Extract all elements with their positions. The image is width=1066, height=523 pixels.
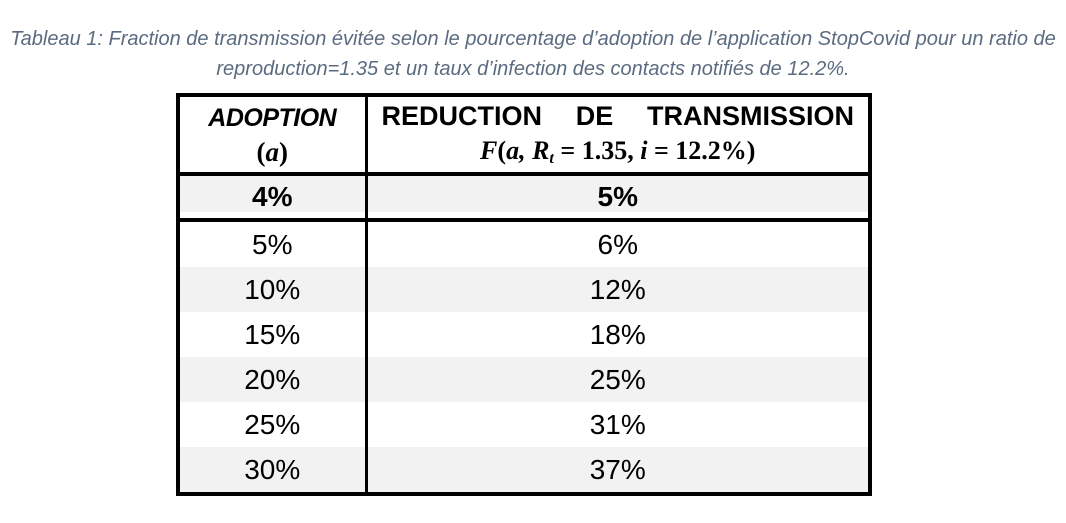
caption-line-1: Tableau 1: Fraction de transmission évit… bbox=[10, 28, 1056, 50]
paren-open: ( bbox=[256, 136, 266, 167]
header-row: ADOPTION (a) REDUCTION DE TRANSMISSION F… bbox=[178, 95, 870, 176]
adoption-header-label: ADOPTION bbox=[208, 103, 337, 132]
reduction-word-2: DE bbox=[575, 100, 614, 131]
adoption-cell: 30% bbox=[178, 447, 368, 494]
table-caption: Tableau 1: Fraction de transmission évit… bbox=[0, 24, 1066, 84]
adoption-cell: 10% bbox=[178, 267, 368, 312]
formula-i: i bbox=[640, 135, 648, 165]
formula-subscript-t: t bbox=[549, 149, 554, 167]
header-cell-adoption: ADOPTION (a) bbox=[178, 95, 368, 176]
table-row: 25% 31% bbox=[178, 402, 870, 447]
table-row: 10% 12% bbox=[178, 267, 870, 312]
formula-i-value: = 12.2%) bbox=[647, 135, 756, 165]
reduction-cell: 12% bbox=[366, 267, 870, 312]
header-cell-reduction: REDUCTION DE TRANSMISSION F(a, Rt = 1.35… bbox=[366, 95, 870, 176]
reduction-word-1: REDUCTION bbox=[381, 100, 543, 131]
table-row: 5% 6% bbox=[178, 220, 870, 267]
variable-a: a bbox=[265, 136, 280, 167]
reduction-cell: 6% bbox=[366, 220, 870, 267]
reduction-word-3: TRANSMISSION bbox=[646, 100, 854, 131]
adoption-cell: 4% bbox=[178, 174, 368, 222]
adoption-variable: (a) bbox=[180, 135, 365, 169]
reduction-cell: 37% bbox=[366, 447, 870, 494]
reduction-cell: 5% bbox=[366, 174, 870, 222]
table-row: 15% 18% bbox=[178, 312, 870, 357]
caption-line-2: reproduction=1.35 et un taux d’infection… bbox=[216, 58, 850, 80]
reduction-formula: F(a, Rt = 1.35, i = 12.2%) bbox=[368, 134, 869, 172]
formula-F: F bbox=[480, 135, 498, 165]
formula-lparen: ( bbox=[497, 135, 507, 165]
reduction-cell: 25% bbox=[366, 357, 870, 402]
paren-close: ) bbox=[279, 136, 288, 167]
adoption-cell: 20% bbox=[178, 357, 368, 402]
table-row: 20% 25% bbox=[178, 357, 870, 402]
adoption-reduction-table: ADOPTION (a) REDUCTION DE TRANSMISSION F… bbox=[176, 93, 872, 496]
reduction-cell: 31% bbox=[366, 402, 870, 447]
table-row: 4% 5% bbox=[178, 174, 870, 222]
adoption-cell: 15% bbox=[178, 312, 368, 357]
adoption-cell: 25% bbox=[178, 402, 368, 447]
reduction-header-label: REDUCTION DE TRANSMISSION bbox=[368, 98, 869, 134]
formula-a: a, bbox=[506, 135, 533, 165]
adoption-cell: 5% bbox=[178, 220, 368, 267]
formula-rt-value: = 1.35, bbox=[553, 135, 641, 165]
reduction-cell: 18% bbox=[366, 312, 870, 357]
table-row: 30% 37% bbox=[178, 447, 870, 494]
formula-R: R bbox=[532, 135, 550, 165]
